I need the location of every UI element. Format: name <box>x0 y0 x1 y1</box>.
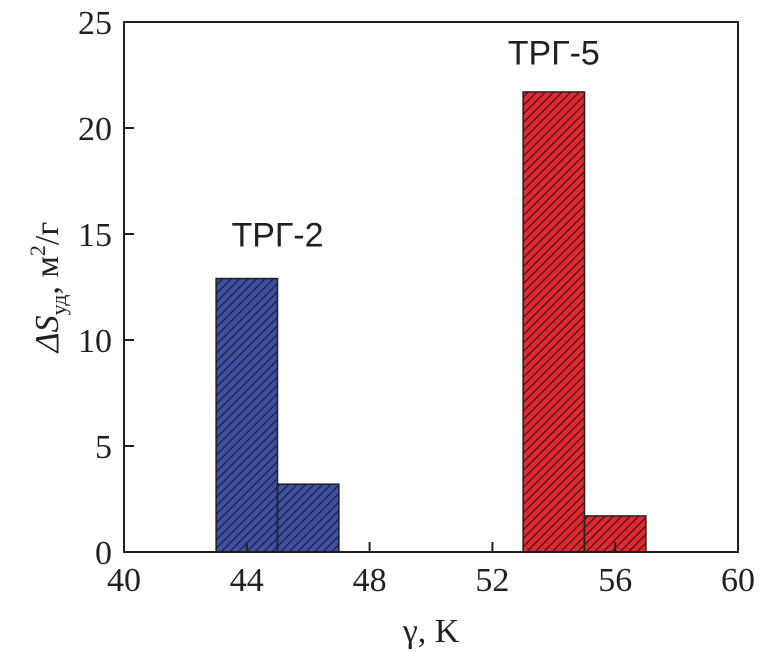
x-tick-label: 40 <box>107 562 141 599</box>
y-tick-label: 10 <box>78 323 112 360</box>
y-tick-label: 5 <box>95 429 112 466</box>
bar-ТРГ-2-1 <box>276 483 340 553</box>
y-axis-title-superscript: 2 <box>25 245 50 256</box>
x-tick-label: 52 <box>475 562 509 599</box>
x-tick-label: 60 <box>721 562 755 599</box>
y-tick-label: 0 <box>95 535 112 572</box>
y-tick-label: 15 <box>78 217 112 254</box>
x-axis-title: γ, K <box>402 613 460 650</box>
annotations-layer: ТРГ-2 ТРГ-5 <box>231 34 599 254</box>
x-tick-label: 44 <box>230 562 264 599</box>
bar-ТРГ-2-0 <box>215 277 279 553</box>
y-axis-title: ΔSуд, м2/г <box>25 222 71 355</box>
bars-layer <box>215 91 647 553</box>
y-axis-title-subscript: уд <box>46 295 71 316</box>
series-label: ТРГ-2 <box>231 217 323 255</box>
bar-ТРГ-5-0 <box>522 91 586 553</box>
y-axis-title-prefix: ΔS <box>29 315 66 354</box>
y-tick-label: 25 <box>78 5 112 42</box>
y-axis-title-units: , м <box>29 256 66 295</box>
y-tick-label: 20 <box>78 111 112 148</box>
x-tick-label: 56 <box>598 562 632 599</box>
ticks-layer: 40 44 48 52 56 60 0 5 10 15 20 25 <box>78 5 755 599</box>
x-tick-label: 48 <box>353 562 387 599</box>
y-axis-title-units-end: /г <box>29 222 66 245</box>
plot-frame <box>123 21 739 553</box>
series-label: ТРГ-5 <box>508 34 600 72</box>
